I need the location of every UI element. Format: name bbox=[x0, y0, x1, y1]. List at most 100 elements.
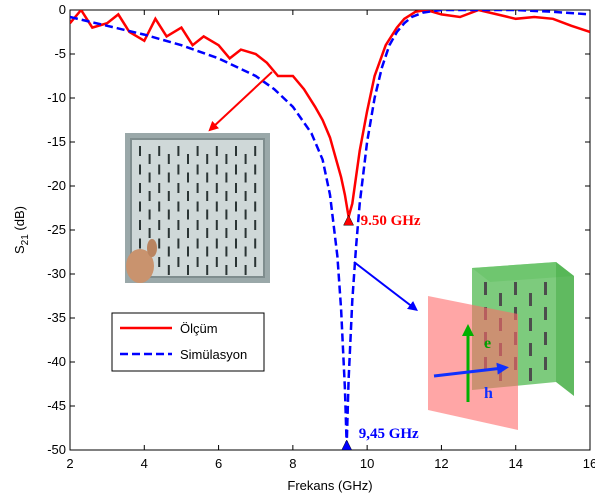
slot bbox=[235, 238, 237, 249]
slot bbox=[139, 164, 141, 175]
measured-resonance-marker bbox=[343, 214, 354, 226]
model-pointer-arrow bbox=[353, 261, 418, 312]
slot bbox=[167, 265, 170, 275]
slot bbox=[167, 172, 170, 183]
legend-label-simulasyon: Simülasyon bbox=[180, 347, 247, 362]
slot bbox=[244, 154, 247, 164]
slot bbox=[158, 164, 161, 175]
model-slot bbox=[529, 318, 532, 331]
slot bbox=[148, 209, 151, 220]
x-tick-label: 8 bbox=[289, 456, 296, 471]
slot bbox=[158, 201, 161, 212]
slot bbox=[215, 164, 218, 175]
y-axis-title-unit: (dB) bbox=[12, 206, 27, 234]
slot bbox=[187, 265, 189, 275]
slot bbox=[187, 209, 189, 220]
slot bbox=[244, 246, 247, 257]
x-tick-label: 10 bbox=[360, 456, 374, 471]
slot bbox=[244, 265, 247, 275]
x-axis-title: Frekans (GHz) bbox=[287, 478, 372, 493]
slot bbox=[167, 191, 170, 201]
y-tick-label: -20 bbox=[47, 178, 66, 193]
x-tick-label: 14 bbox=[508, 456, 522, 471]
slot bbox=[215, 238, 218, 249]
y-tick-label: -40 bbox=[47, 354, 66, 369]
slot bbox=[167, 154, 170, 164]
y-tick-label: -5 bbox=[54, 46, 66, 61]
slot bbox=[177, 257, 180, 267]
slot bbox=[235, 183, 237, 193]
slot bbox=[196, 238, 199, 249]
slot bbox=[225, 265, 228, 275]
model-slot bbox=[484, 282, 487, 295]
simulated-resonance-label: 9,45 GHz bbox=[359, 426, 419, 442]
slot bbox=[167, 209, 170, 220]
slot bbox=[244, 228, 247, 238]
series-olcum-line bbox=[70, 10, 590, 218]
model-slot bbox=[544, 332, 547, 345]
slot bbox=[158, 257, 161, 267]
slot bbox=[148, 172, 151, 183]
slot bbox=[187, 246, 189, 257]
slot bbox=[206, 209, 209, 220]
slot bbox=[139, 146, 141, 156]
h-field-vector bbox=[433, 362, 509, 378]
simulated-resonance-marker bbox=[341, 439, 353, 451]
slot bbox=[167, 228, 170, 238]
slot bbox=[158, 183, 161, 193]
slot bbox=[225, 154, 228, 164]
y-tick-label: -50 bbox=[47, 442, 66, 457]
slot bbox=[244, 172, 247, 183]
y-tick-label: -45 bbox=[47, 398, 66, 413]
y-tick-label: -25 bbox=[47, 222, 66, 237]
model-slot bbox=[544, 357, 547, 370]
x-tick-label: 6 bbox=[215, 456, 222, 471]
y-tick-label: 0 bbox=[59, 2, 66, 17]
slot bbox=[244, 191, 247, 201]
slot bbox=[167, 246, 170, 257]
h-field-label: h bbox=[484, 385, 493, 402]
hand-holding-sample bbox=[126, 249, 154, 283]
slot bbox=[206, 172, 209, 183]
slot-pattern bbox=[139, 146, 257, 275]
model-slot bbox=[529, 368, 532, 381]
metamaterial-simulation-model: e h bbox=[428, 262, 574, 430]
slot bbox=[235, 201, 237, 212]
slot bbox=[235, 220, 237, 230]
slot bbox=[148, 154, 151, 164]
slot bbox=[139, 201, 141, 212]
photo-pointer-arrow bbox=[208, 71, 273, 132]
slot bbox=[206, 191, 209, 201]
slot bbox=[225, 172, 228, 183]
slot bbox=[187, 228, 189, 238]
slot bbox=[196, 220, 199, 230]
slot bbox=[196, 146, 199, 156]
slot bbox=[139, 238, 141, 249]
measured-resonance-label: 9.50 GHz bbox=[361, 213, 421, 229]
slot bbox=[215, 183, 218, 193]
y-axis: 0 -5 -10 -15 -20 -25 -30 -35 -40 -45 -50 bbox=[47, 2, 590, 457]
incident-plane bbox=[428, 296, 518, 430]
slot bbox=[225, 246, 228, 257]
slot bbox=[177, 146, 180, 156]
slot bbox=[148, 228, 151, 238]
x-tick-label: 2 bbox=[66, 456, 73, 471]
model-slot bbox=[529, 293, 532, 306]
slot bbox=[196, 183, 199, 193]
slot bbox=[254, 220, 257, 230]
slot bbox=[254, 146, 257, 156]
slot bbox=[254, 238, 257, 249]
model-slot bbox=[544, 307, 547, 320]
x-tick-label: 4 bbox=[141, 456, 148, 471]
slot bbox=[139, 183, 141, 193]
slot bbox=[254, 164, 257, 175]
slot bbox=[225, 209, 228, 220]
slot bbox=[177, 238, 180, 249]
slot bbox=[235, 146, 237, 156]
slot bbox=[158, 220, 161, 230]
slot bbox=[158, 238, 161, 249]
x-tick-label: 16 bbox=[583, 456, 595, 471]
y-tick-label: -35 bbox=[47, 310, 66, 325]
y-axis-title: S21 (dB) bbox=[12, 206, 31, 254]
slot bbox=[225, 228, 228, 238]
